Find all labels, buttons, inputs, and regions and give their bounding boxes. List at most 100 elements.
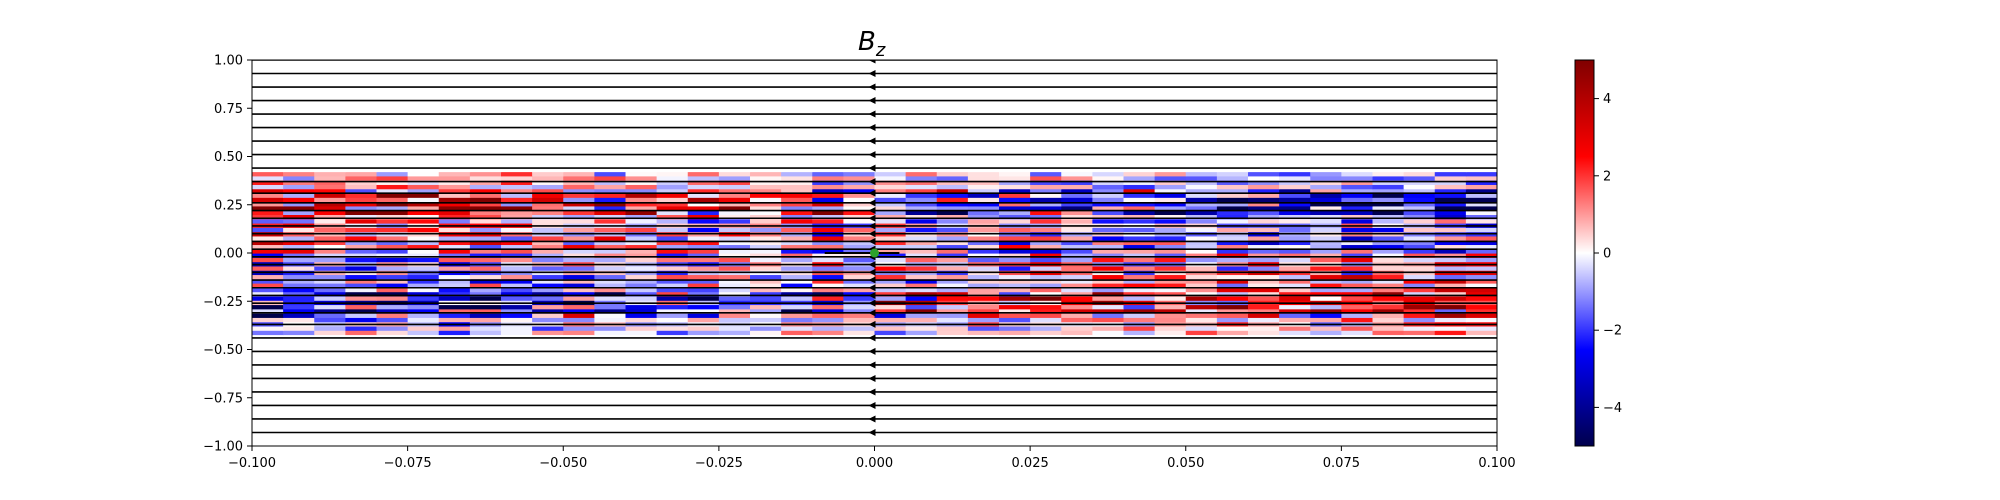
heatmap-cell (1434, 424, 1467, 430)
heatmap-cell (1030, 441, 1062, 446)
heatmap-cell (407, 90, 440, 95)
heatmap-cell (407, 145, 440, 151)
heatmap-cell (1279, 433, 1311, 439)
heatmap-cell (1465, 278, 1497, 284)
heatmap-cell (501, 377, 533, 383)
heatmap-cell (936, 244, 969, 250)
heatmap-cell (1061, 171, 1093, 177)
heatmap-cell (812, 368, 844, 374)
heatmap-cell (1372, 214, 1405, 220)
heatmap-cell (1185, 115, 1218, 121)
heatmap-cell (625, 94, 658, 100)
heatmap-cell (563, 437, 595, 443)
heatmap-cell (563, 192, 595, 198)
heatmap-cell (1185, 274, 1218, 280)
heatmap-cell (1216, 68, 1249, 74)
heatmap-cell (1154, 385, 1187, 391)
heatmap-cell (999, 60, 1031, 65)
heatmap-cell (438, 253, 471, 258)
heatmap-cell (687, 162, 720, 168)
heatmap-cell (936, 313, 969, 318)
heatmap-cell (1248, 253, 1280, 258)
heatmap-cell (905, 68, 938, 74)
heatmap-cell (1310, 265, 1342, 271)
heatmap-cell (1185, 85, 1218, 91)
heatmap-cell (905, 235, 938, 241)
heatmap-cell (874, 398, 907, 404)
heatmap-cell (1030, 368, 1062, 374)
heatmap-cell (687, 257, 720, 263)
heatmap-cell (563, 398, 595, 404)
heatmap-cell (999, 308, 1031, 314)
heatmap-cell (874, 433, 907, 439)
heatmap-cell (999, 411, 1031, 417)
heatmap-cell (1372, 120, 1405, 125)
heatmap-cell (1216, 291, 1249, 297)
heatmap-cell (438, 175, 471, 181)
heatmap-cell (1372, 325, 1405, 331)
heatmap-cell (874, 167, 907, 173)
heatmap-cell (252, 171, 284, 177)
heatmap-cell (1185, 343, 1218, 348)
heatmap-cell (314, 420, 346, 426)
heatmap-cell (563, 107, 595, 113)
heatmap-cell (1123, 68, 1156, 74)
heatmap-cell (687, 283, 720, 288)
heatmap-cell (252, 334, 284, 340)
heatmap-cell (812, 90, 844, 95)
heatmap-cell (1061, 304, 1093, 310)
heatmap-cell (1465, 304, 1497, 310)
heatmap-cell (1248, 162, 1280, 168)
heatmap-cell (1310, 167, 1342, 173)
heatmap-cell (1341, 141, 1374, 147)
heatmap-cell (936, 162, 969, 168)
heatmap-cell (1372, 330, 1405, 336)
heatmap-cell (687, 180, 720, 185)
heatmap-cell (407, 227, 440, 233)
heatmap-cell (469, 227, 502, 233)
heatmap-cell (874, 377, 907, 383)
heatmap-cell (1154, 72, 1187, 78)
heatmap-cell (999, 398, 1031, 404)
heatmap-cell (936, 180, 969, 185)
heatmap-cell (1372, 398, 1405, 404)
heatmap-cell (1216, 180, 1249, 185)
heatmap-cell (438, 235, 471, 241)
heatmap-cell (314, 368, 346, 374)
heatmap-cell (1341, 137, 1374, 143)
heatmap-cell (750, 325, 782, 331)
heatmap-cell (1154, 334, 1187, 340)
heatmap-cell (1123, 424, 1156, 430)
heatmap-cell (1372, 351, 1405, 357)
heatmap-cell (967, 308, 1000, 314)
heatmap-cell (407, 85, 440, 91)
heatmap-cell (1092, 210, 1125, 215)
heatmap-cell (1403, 244, 1436, 250)
colorbar-tick-label: 4 (1603, 92, 1611, 107)
heatmap-cell (750, 394, 782, 400)
heatmap-cell (314, 394, 346, 400)
heatmap-cell (656, 137, 689, 143)
heatmap-cell (345, 137, 378, 143)
heatmap-cell (376, 424, 409, 430)
heatmap-cell (1248, 360, 1280, 366)
heatmap-cell (283, 420, 315, 426)
heatmap-cell (1341, 295, 1374, 301)
heatmap-cell (812, 77, 844, 83)
heatmap-cell (1092, 64, 1125, 70)
heatmap-cell (1341, 265, 1374, 271)
heatmap-cell (905, 120, 938, 125)
heatmap-cell (314, 355, 346, 361)
heatmap-cell (283, 227, 315, 233)
heatmap-cell (905, 72, 938, 78)
heatmap-cell (967, 240, 1000, 246)
heatmap-cell (1030, 205, 1062, 211)
heatmap-cell (1092, 317, 1125, 323)
heatmap-cell (438, 210, 471, 215)
heatmap-cell (345, 192, 378, 198)
heatmap-cell (1030, 304, 1062, 310)
heatmap-cell (999, 364, 1031, 370)
heatmap-cell (656, 244, 689, 250)
heatmap-cell (1310, 304, 1342, 310)
heatmap-cell (1061, 394, 1093, 400)
